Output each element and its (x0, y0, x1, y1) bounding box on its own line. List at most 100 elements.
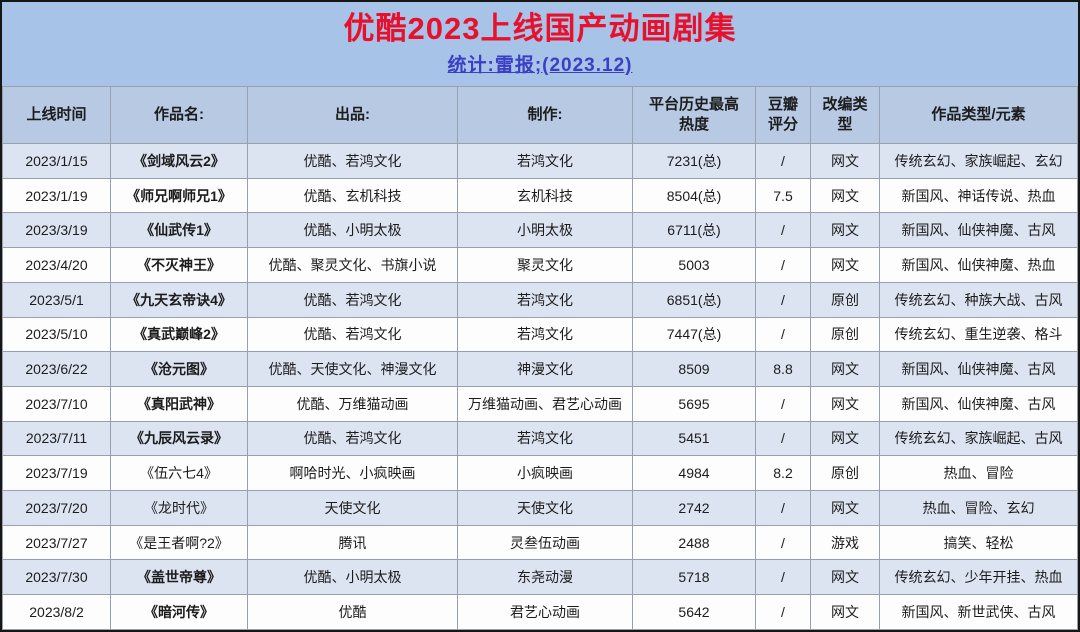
cell-producer: 优酷、若鸿文化 (247, 420, 458, 457)
cell-adaptation-type: 网文 (810, 177, 880, 214)
table-row: 2023/1/19 《师兄啊师兄1》 优酷、玄机科技 玄机科技 8504(总) … (2, 177, 1078, 214)
cell-peak-heat: 6711(总) (632, 212, 756, 249)
cell-title: 《九天玄帝诀4》 (110, 281, 248, 318)
cell-title: 《不灭神王》 (110, 247, 248, 283)
cell-title: 《九辰风云录》 (110, 420, 248, 457)
cell-adaptation-type: 原创 (810, 281, 880, 318)
anime-series-table: 上线时间 作品名: 出品: 制作: 平台历史最高 热度 豆瓣 评分 改编类型 作品类… (2, 86, 1078, 630)
cell-producer: 优酷、小明太极 (247, 559, 458, 596)
cell-adaptation-type: 网文 (810, 594, 880, 630)
cell-producer: 啊哈时光、小疯映画 (247, 455, 458, 492)
cell-adaptation-type: 网文 (810, 143, 880, 179)
cell-adaptation-type: 原创 (810, 316, 880, 353)
table-row: 2023/3/19 《仙武传1》 优酷、小明太极 小明太极 6711(总) / … (2, 212, 1078, 249)
table-row: 2023/8/2 《暗河传》 优酷 君艺心动画 5642 / 网文 新国风、新世… (2, 594, 1078, 630)
cell-douban-score: / (755, 594, 811, 630)
cell-adaptation-type: 网文 (810, 351, 880, 387)
cell-douban-score: / (755, 316, 811, 353)
cell-launch-date: 2023/7/20 (2, 490, 111, 526)
cell-title: 《真武巅峰2》 (110, 316, 248, 353)
cell-genre-elements: 传统玄幻、重生逆袭、格斗 (879, 316, 1078, 353)
cell-douban-score: 7.5 (755, 177, 811, 214)
cell-douban-score: 8.8 (755, 351, 811, 387)
cell-peak-heat: 4984 (632, 455, 756, 492)
cell-douban-score: / (755, 212, 811, 249)
cell-producer: 优酷、聚灵文化、书旗小说 (247, 247, 458, 283)
cell-production: 东尧动漫 (457, 559, 633, 596)
cell-peak-heat: 8504(总) (632, 177, 756, 214)
cell-peak-heat: 2488 (632, 524, 756, 561)
cell-adaptation-type: 游戏 (810, 524, 880, 561)
cell-genre-elements: 传统玄幻、种族大战、古风 (879, 281, 1078, 318)
col-header-peak-heat: 平台历史最高 热度 (632, 86, 756, 144)
cell-production: 若鸿文化 (457, 281, 633, 318)
cell-title: 《真阳武神》 (110, 385, 248, 422)
col-header-launch-date: 上线时间 (2, 86, 111, 144)
cell-peak-heat: 7231(总) (632, 143, 756, 179)
cell-production: 小明太极 (457, 212, 633, 249)
cell-peak-heat: 5695 (632, 385, 756, 422)
cell-douban-score: / (755, 490, 811, 526)
cell-launch-date: 2023/7/27 (2, 524, 111, 561)
cell-title: 《暗河传》 (110, 594, 248, 630)
cell-production: 若鸿文化 (457, 143, 633, 179)
cell-genre-elements: 新国风、仙侠神魔、古风 (879, 351, 1078, 387)
cell-adaptation-type: 网文 (810, 247, 880, 283)
cell-title: 《伍六七4》 (110, 455, 248, 492)
table-row: 2023/4/20 《不灭神王》 优酷、聚灵文化、书旗小说 聚灵文化 5003 … (2, 247, 1078, 283)
cell-production: 玄机科技 (457, 177, 633, 214)
cell-title: 《仙武传1》 (110, 212, 248, 249)
cell-producer: 天使文化 (247, 490, 458, 526)
cell-genre-elements: 传统玄幻、少年开挂、热血 (879, 559, 1078, 596)
cell-producer: 优酷、玄机科技 (247, 177, 458, 214)
cell-genre-elements: 新国风、仙侠神魔、古风 (879, 385, 1078, 422)
cell-producer: 优酷 (247, 594, 458, 630)
cell-title: 《盖世帝尊》 (110, 559, 248, 596)
cell-producer: 优酷、万维猫动画 (247, 385, 458, 422)
cell-producer: 优酷、若鸿文化 (247, 143, 458, 179)
cell-peak-heat: 5451 (632, 420, 756, 457)
cell-production: 天使文化 (457, 490, 633, 526)
cell-title: 《师兄啊师兄1》 (110, 177, 248, 214)
table-row: 2023/5/10 《真武巅峰2》 优酷、若鸿文化 若鸿文化 7447(总) /… (2, 316, 1078, 353)
cell-production: 君艺心动画 (457, 594, 633, 630)
table-row: 2023/1/15 《剑域风云2》 优酷、若鸿文化 若鸿文化 7231(总) /… (2, 143, 1078, 179)
cell-genre-elements: 搞笑、轻松 (879, 524, 1078, 561)
cell-producer: 优酷、若鸿文化 (247, 281, 458, 318)
cell-launch-date: 2023/1/19 (2, 177, 111, 214)
cell-launch-date: 2023/5/10 (2, 316, 111, 353)
cell-producer: 优酷、若鸿文化 (247, 316, 458, 353)
cell-douban-score: / (755, 143, 811, 179)
cell-title: 《是王者啊?2》 (110, 524, 248, 561)
cell-genre-elements: 新国风、仙侠神魔、热血 (879, 247, 1078, 283)
cell-title: 《剑域风云2》 (110, 143, 248, 179)
cell-genre-elements: 热血、冒险 (879, 455, 1078, 492)
cell-douban-score: / (755, 559, 811, 596)
cell-producer: 优酷、小明太极 (247, 212, 458, 249)
cell-launch-date: 2023/5/1 (2, 281, 111, 318)
table-row: 2023/7/30 《盖世帝尊》 优酷、小明太极 东尧动漫 5718 / 网文 … (2, 559, 1078, 596)
cell-adaptation-type: 网文 (810, 420, 880, 457)
cell-peak-heat: 6851(总) (632, 281, 756, 318)
cell-douban-score: 8.2 (755, 455, 811, 492)
cell-production: 灵叁伍动画 (457, 524, 633, 561)
cell-genre-elements: 传统玄幻、家族崛起、玄幻 (879, 143, 1078, 179)
cell-adaptation-type: 网文 (810, 559, 880, 596)
cell-peak-heat: 5718 (632, 559, 756, 596)
cell-genre-elements: 热血、冒险、玄幻 (879, 490, 1078, 526)
cell-launch-date: 2023/4/20 (2, 247, 111, 283)
cell-title: 《沧元图》 (110, 351, 248, 387)
cell-peak-heat: 5642 (632, 594, 756, 630)
cell-douban-score: / (755, 385, 811, 422)
cell-production: 聚灵文化 (457, 247, 633, 283)
cell-production: 若鸿文化 (457, 316, 633, 353)
table-row: 2023/7/27 《是王者啊?2》 腾讯 灵叁伍动画 2488 / 游戏 搞笑… (2, 524, 1078, 561)
table-row: 2023/6/22 《沧元图》 优酷、天使文化、神漫文化 神漫文化 8509 8… (2, 351, 1078, 387)
cell-production: 神漫文化 (457, 351, 633, 387)
cell-adaptation-type: 网文 (810, 490, 880, 526)
table-row: 2023/7/10 《真阳武神》 优酷、万维猫动画 万维猫动画、君艺心动画 56… (2, 385, 1078, 422)
cell-genre-elements: 新国风、仙侠神魔、古风 (879, 212, 1078, 249)
cell-producer: 腾讯 (247, 524, 458, 561)
cell-producer: 优酷、天使文化、神漫文化 (247, 351, 458, 387)
